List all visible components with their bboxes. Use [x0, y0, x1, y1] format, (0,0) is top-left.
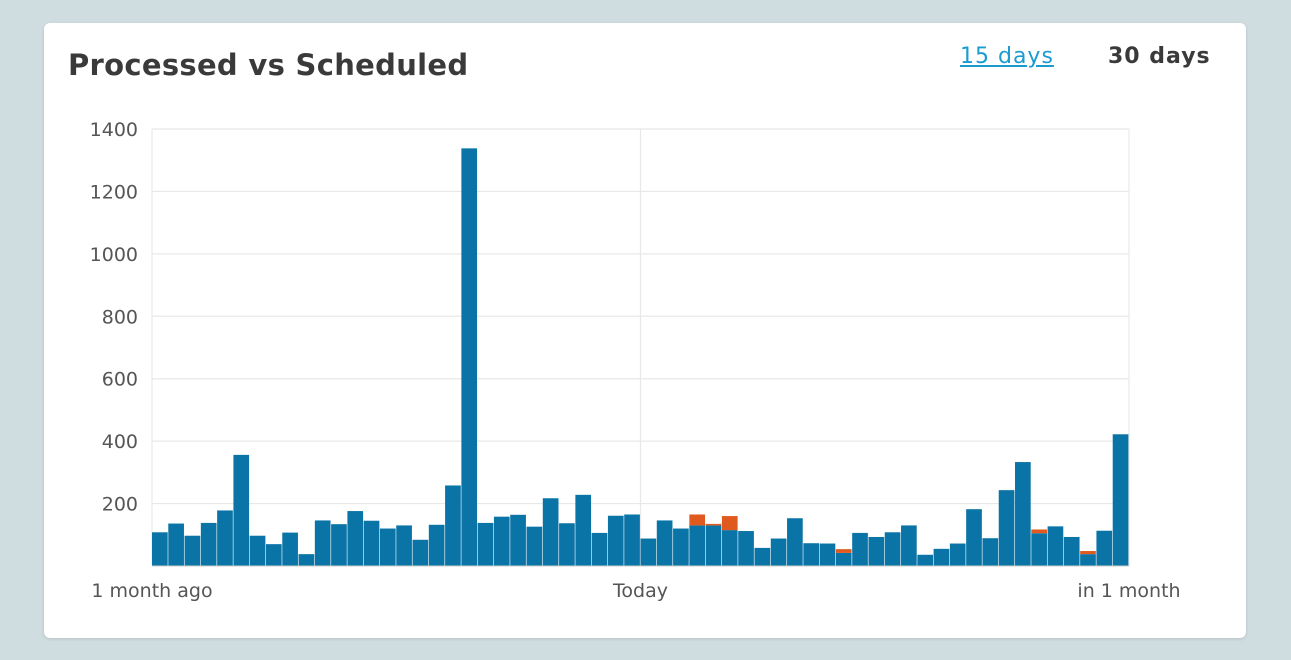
processed-bar	[754, 547, 771, 566]
processed-bar	[607, 515, 624, 566]
processed-bar	[998, 490, 1015, 566]
processed-bar	[624, 514, 640, 566]
processed-bar	[412, 539, 429, 566]
processed-bar	[396, 525, 412, 566]
scheduled-bar	[689, 514, 706, 526]
processed-bar	[982, 538, 999, 566]
processed-bar	[852, 532, 868, 566]
processed-bar	[526, 526, 543, 566]
processed-bar	[217, 510, 233, 566]
processed-bar	[379, 528, 396, 566]
y-tick-label: 600	[102, 369, 138, 391]
y-tick-label: 1000	[90, 244, 138, 266]
processed-bar	[477, 522, 494, 566]
scheduled-bar	[1031, 529, 1047, 534]
processed-bar	[184, 535, 201, 566]
processed-bar	[1112, 434, 1129, 566]
processed-bar	[331, 524, 347, 566]
processed-bar	[656, 520, 673, 566]
processed-bar	[787, 518, 803, 566]
processed-bar	[591, 532, 608, 566]
x-tick-label: 1 month ago	[91, 580, 212, 602]
processed-bar	[233, 454, 250, 566]
processed-bar	[559, 523, 575, 566]
processed-bar	[200, 522, 217, 566]
processed-bar	[770, 538, 787, 566]
processed-bar	[1096, 530, 1113, 566]
processed-bar	[689, 525, 706, 566]
y-tick-label: 400	[102, 431, 138, 453]
chart-title: Processed vs Scheduled	[68, 48, 469, 82]
scheduled-bar	[721, 516, 738, 531]
processed-bar	[1080, 554, 1096, 566]
processed-bar	[949, 543, 966, 566]
processed-bar	[542, 498, 559, 566]
processed-bar	[966, 509, 982, 566]
processed-bar	[738, 531, 754, 566]
processed-bar	[640, 538, 657, 566]
processed-bar	[835, 552, 852, 566]
processed-bar	[901, 525, 917, 566]
processed-bar	[461, 148, 478, 567]
processed-bar	[673, 528, 689, 566]
processed-bar	[249, 535, 266, 566]
scheduled-bar	[1080, 551, 1096, 555]
processed-bar	[1031, 533, 1047, 566]
processed-bar	[1015, 462, 1031, 566]
processed-bar	[1063, 536, 1080, 566]
processed-bar	[575, 494, 592, 566]
processed-bar	[917, 554, 933, 566]
scheduled-bar	[705, 523, 722, 526]
processed-bar	[298, 554, 315, 566]
processed-bar	[152, 532, 168, 566]
processed-bar	[868, 536, 885, 566]
processed-bar	[314, 520, 331, 566]
processed-bar	[428, 524, 445, 566]
processed-bar	[363, 520, 380, 566]
range-30-days-option[interactable]: 30 days	[1108, 44, 1211, 69]
y-tick-label: 1400	[90, 119, 138, 141]
scheduled-bar	[835, 549, 852, 553]
y-tick-label: 200	[102, 494, 138, 516]
x-tick-label: in 1 month	[1077, 580, 1180, 602]
processed-bar	[1047, 526, 1064, 566]
processed-bar	[168, 523, 184, 566]
processed-bar	[282, 532, 298, 566]
processed-bar	[347, 511, 364, 566]
processed-bar	[819, 543, 836, 566]
processed-bar	[510, 514, 526, 566]
processed-bar	[705, 525, 722, 566]
processed-bar	[803, 543, 820, 566]
processed-bar	[721, 530, 738, 566]
processed-bar	[884, 532, 901, 566]
processed-bar	[493, 516, 510, 566]
y-tick-label: 800	[102, 306, 138, 328]
range-15-days-link[interactable]: 15 days	[960, 44, 1054, 69]
y-tick-label: 1200	[90, 181, 138, 203]
x-tick-label: Today	[612, 580, 668, 602]
processed-bar	[933, 548, 950, 566]
processed-bar	[445, 485, 461, 566]
processed-bar	[265, 544, 282, 566]
